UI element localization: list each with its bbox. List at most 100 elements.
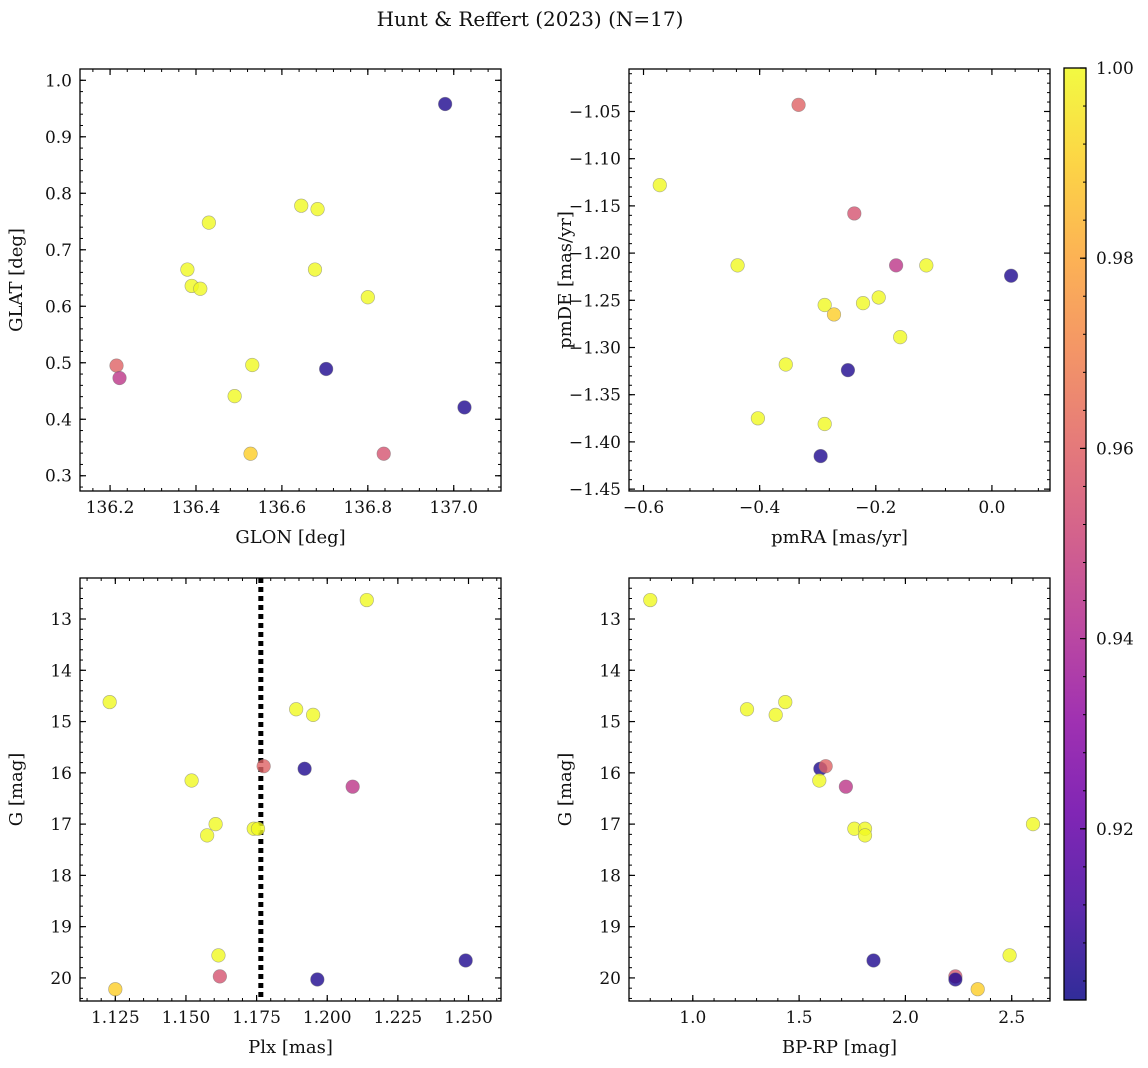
data-point (948, 972, 963, 987)
y-tick-label: 0.3 (45, 467, 72, 487)
data-point (359, 592, 374, 608)
panel-plx-g: 1.125 1.150 1.175 1.200 1.225 1.250 13 14 15 16 17… (6, 577, 502, 1058)
y-tick-label: 20 (599, 969, 621, 989)
y-tick-label: −1.40 (569, 433, 621, 453)
data-point (319, 361, 334, 377)
x-tick-label: 1.175 (232, 1008, 281, 1028)
colorbar-frame (1063, 67, 1087, 1001)
y-tick-label: 1.0 (45, 71, 72, 91)
data-point (893, 330, 908, 345)
data-point (818, 759, 833, 774)
colorbar-tick-label: 0.98 (1096, 249, 1134, 269)
data-point (376, 446, 391, 461)
data-point (345, 779, 360, 794)
ticks: −0.6 −0.4 −0.2 0.0 −1.45 −1.40 −1.35 −1.30 −1.25… (569, 69, 1050, 518)
y-tick-label: −1.15 (569, 197, 621, 217)
y-tick-label: 15 (50, 713, 72, 733)
data-point (250, 821, 266, 836)
y-tick-label: −1.30 (569, 339, 621, 359)
data-point (1003, 268, 1019, 283)
colorbar-tick-label: 1.00 (1096, 59, 1134, 79)
data-point (855, 296, 871, 311)
x-tick-label: 1.5 (786, 1008, 813, 1028)
y-tick-label: 13 (599, 610, 621, 630)
data-point (739, 702, 755, 717)
x-tick-label: 136.8 (343, 498, 392, 518)
x-axis-label: Plx [mas] (248, 1037, 333, 1058)
scatter-points (652, 97, 1019, 464)
data-point (438, 96, 453, 112)
y-tick-label: 20 (50, 969, 72, 989)
ticks: 136.2 136.4 136.6 136.8 137.0 0.3 0.4 0.5 0.6 0.7… (45, 68, 501, 518)
y-tick-label: 0.9 (45, 128, 72, 148)
data-point (109, 358, 124, 373)
colorbar: 0.92 0.94 0.96 0.98 1.00 (1063, 59, 1134, 1001)
data-point (245, 357, 260, 373)
data-point (112, 370, 127, 386)
y-tick-label: 14 (599, 661, 621, 681)
y-tick-label: −1.45 (569, 480, 621, 500)
x-tick-label: 137.0 (429, 498, 478, 518)
x-tick-label: −0.6 (623, 498, 664, 518)
data-point (838, 779, 853, 794)
data-point (458, 953, 473, 968)
data-point (193, 281, 208, 296)
y-tick-label: 0.4 (45, 410, 72, 430)
data-point (457, 400, 472, 415)
x-tick-label: 1.125 (91, 1008, 140, 1028)
x-tick-label: −0.4 (739, 498, 780, 518)
data-point (817, 416, 832, 432)
data-point (791, 97, 806, 112)
ticks: 1.125 1.150 1.175 1.200 1.225 1.250 13 14 15 16 17… (50, 577, 501, 1028)
data-point (200, 828, 215, 843)
data-point (1025, 817, 1041, 832)
data-point (817, 297, 832, 313)
data-point (847, 206, 862, 221)
data-point (866, 953, 881, 968)
y-axis-label: GLAT [deg] (6, 228, 27, 332)
x-tick-label: −0.2 (855, 498, 896, 518)
x-tick-label: 1.250 (444, 1008, 493, 1028)
data-point (294, 198, 309, 213)
x-tick-label: 136.2 (86, 498, 135, 518)
x-tick-label: 136.4 (172, 498, 221, 518)
y-tick-label: 14 (50, 661, 72, 681)
data-point (310, 202, 325, 217)
figure-title: Hunt & Reffert (2023) (N=17) (377, 7, 684, 31)
data-point (184, 773, 199, 788)
data-point (970, 982, 985, 997)
x-tick-label: 1.0 (679, 1008, 706, 1028)
x-tick-label: 1.200 (303, 1008, 352, 1028)
y-tick-label: 19 (599, 918, 621, 938)
data-point (360, 290, 375, 305)
data-point (306, 707, 321, 722)
data-point (307, 262, 323, 277)
y-axis-label: G [mag] (555, 753, 576, 826)
y-tick-label: 15 (599, 713, 621, 733)
scatter-points (643, 592, 1041, 997)
data-point (297, 761, 312, 776)
x-tick-label: 0.0 (978, 498, 1005, 518)
y-tick-label: 17 (50, 815, 72, 835)
data-point (201, 215, 216, 230)
data-point (778, 357, 793, 372)
y-tick-label: −1.05 (569, 102, 621, 122)
x-axis-label: pmRA [mas/yr] (771, 527, 908, 548)
x-axis-label: BP-RP [mag] (782, 1037, 897, 1058)
data-point (768, 707, 783, 722)
data-point (227, 388, 242, 404)
data-point (652, 178, 667, 193)
data-point (778, 694, 793, 710)
y-tick-label: 16 (599, 764, 621, 784)
data-point (256, 759, 271, 774)
y-tick-label: 17 (599, 815, 621, 835)
y-axis-label: G [mag] (6, 753, 27, 826)
y-tick-label: 0.6 (45, 297, 72, 317)
data-point (730, 258, 745, 273)
data-point (840, 363, 856, 378)
x-tick-label: 136.6 (258, 498, 307, 518)
data-point (750, 411, 766, 426)
data-point (857, 828, 873, 843)
